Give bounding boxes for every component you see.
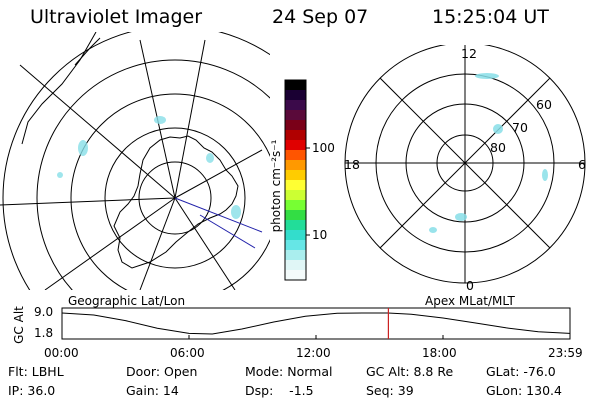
colorbar-cell — [285, 240, 306, 251]
gc-alt-readout: GC Alt: 8.8 Re — [366, 364, 454, 379]
colorbar-cell — [285, 270, 306, 281]
colorbar-cell — [285, 110, 306, 121]
colorbar-cell — [285, 190, 306, 201]
mlt-label-0: 0 — [466, 278, 474, 293]
colorbar-unit-label: photon cm⁻²s⁻¹ — [269, 139, 283, 233]
colorbar-cell — [285, 80, 306, 91]
dsp-readout: Dsp: -1.5 — [245, 383, 314, 398]
colorbar-cell — [285, 230, 306, 241]
door-readout: Door: Open — [126, 364, 198, 379]
altitude-xtick-2: 12:00 — [296, 346, 331, 360]
mlat-label-70: 70 — [512, 120, 528, 135]
altitude-xtick-3: 18:00 — [422, 346, 457, 360]
colorbar-tick-10: 10 — [312, 228, 328, 242]
mlt-label-18: 18 — [344, 157, 360, 172]
glat-readout: GLat: -76.0 — [486, 364, 556, 379]
ip-readout: IP: 36.0 — [8, 383, 56, 398]
colorbar-cell — [285, 220, 306, 231]
colorbar-cell — [285, 250, 306, 261]
colorbar-cell — [285, 90, 306, 101]
colorbar-cell — [285, 170, 306, 181]
geographic-image-panel — [0, 32, 270, 290]
app-title: Ultraviolet Imager — [30, 6, 203, 28]
altitude-xtick-marks — [61, 335, 571, 339]
altitude-trace — [61, 312, 570, 335]
mlat-label-60: 60 — [536, 97, 552, 112]
colorbar-cell — [285, 260, 306, 271]
colorbar-cell — [285, 160, 306, 171]
altitude-ytick-min: 1.8 — [34, 326, 54, 340]
altitude-xtick-1: 06:00 — [170, 346, 205, 360]
mlat-label-80: 80 — [490, 140, 506, 155]
colorbar — [284, 79, 310, 281]
time-label: 15:25:04 UT — [432, 6, 549, 28]
geographic-caption: Geographic Lat/Lon — [68, 294, 186, 308]
mlt-label-6: 6 — [578, 157, 586, 172]
glon-readout: GLon: 130.4 — [486, 383, 562, 398]
colorbar-cell — [285, 130, 306, 141]
altitude-xtick-0: 00:00 — [44, 346, 79, 360]
mode-readout: Mode: Normal — [245, 364, 333, 379]
mlt-polar-panel — [344, 45, 586, 284]
colorbar-cell — [285, 210, 306, 221]
colorbar-cell — [285, 120, 306, 131]
colorbar-cell — [285, 140, 306, 151]
altitude-chart — [61, 307, 571, 340]
colorbar-gradient — [285, 80, 306, 281]
colorbar-cell — [285, 180, 306, 191]
apex-caption: Apex MLat/MLT — [425, 294, 515, 308]
seq-readout: Seq: 39 — [366, 383, 414, 398]
colorbar-cell — [285, 200, 306, 211]
mlt-label-12: 12 — [461, 46, 477, 61]
colorbar-tick-100: 100 — [312, 141, 335, 155]
colorbar-cell — [285, 100, 306, 111]
altitude-xtick-4: 23:59 — [548, 346, 583, 360]
date-label: 24 Sep 07 — [272, 6, 369, 28]
colorbar-cell — [285, 150, 306, 161]
filter-readout: Flt: LBHL — [8, 364, 64, 379]
gain-readout: Gain: 14 — [126, 383, 179, 398]
altitude-ytick-max: 9.0 — [34, 305, 54, 319]
